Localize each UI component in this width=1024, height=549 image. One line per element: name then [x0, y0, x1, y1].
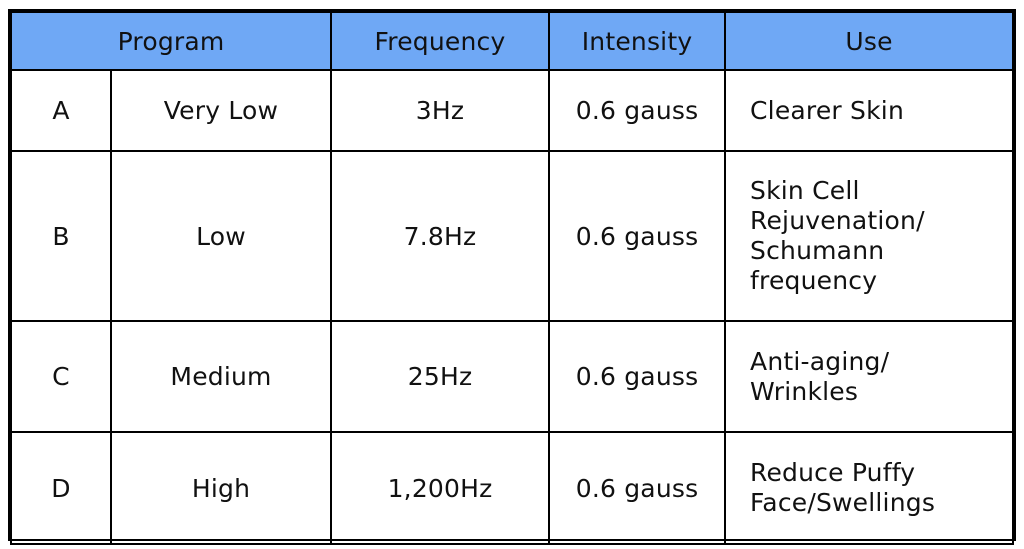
program-level-cell: Medium: [109, 320, 333, 433]
intensity-cell: 0.6 gauss: [548, 150, 727, 322]
use-cell: Reduce Puffy Face/Swellings: [724, 431, 1014, 545]
intensity-cell: 0.6 gauss: [548, 431, 727, 545]
program-letter-cell: C: [10, 320, 112, 433]
use-cell: Skin Cell Rejuvenation/ Schumann frequen…: [724, 150, 1014, 322]
table-header-row: Program Frequency Intensity Use: [9, 11, 1014, 71]
intensity-cell: 0.6 gauss: [548, 69, 727, 152]
use-line: Wrinkles: [750, 376, 859, 406]
header-program: Program: [9, 11, 333, 71]
use-line: Clearer Skin: [750, 95, 904, 125]
program-level-cell: Very Low: [109, 69, 333, 152]
frequency-cell: 1,200Hz: [330, 431, 551, 545]
program-table-container: Program Frequency Intensity Use A Very L…: [8, 9, 1016, 545]
frequency-cell: 7.8Hz: [330, 150, 551, 322]
use-line: Rejuvenation/: [750, 206, 925, 235]
use-line: Schumann: [750, 236, 885, 265]
table-row: A Very Low 3Hz 0.6 gauss Clearer Skin: [10, 69, 1014, 152]
program-table: Program Frequency Intensity Use A Very L…: [9, 11, 1014, 545]
use-line: Face/Swellings: [750, 488, 936, 517]
use-cell: Anti-aging/ Wrinkles: [724, 320, 1014, 433]
header-intensity: Intensity: [548, 11, 727, 71]
table-row: C Medium 25Hz 0.6 gauss Anti-aging/ Wrin…: [10, 320, 1014, 433]
table-row: D High 1,200Hz 0.6 gauss Reduce Puffy Fa…: [10, 431, 1014, 545]
frequency-cell: 25Hz: [330, 320, 551, 433]
use-line: frequency: [750, 266, 878, 295]
use-cell: Clearer Skin: [724, 69, 1014, 152]
header-use: Use: [724, 11, 1014, 71]
use-line: Skin Cell: [750, 176, 860, 205]
intensity-cell: 0.6 gauss: [548, 320, 727, 433]
program-letter-cell: B: [10, 150, 112, 322]
program-level-cell: Low: [109, 150, 333, 322]
frequency-cell: 3Hz: [330, 69, 551, 152]
program-letter-cell: A: [10, 69, 112, 152]
program-level-cell: High: [109, 431, 333, 545]
use-line: Anti-aging/: [750, 346, 890, 376]
program-letter-cell: D: [10, 431, 112, 545]
use-line: Reduce Puffy: [750, 458, 916, 487]
table-row: B Low 7.8Hz 0.6 gauss Skin Cell Rejuvena…: [10, 150, 1014, 322]
header-frequency: Frequency: [330, 11, 551, 71]
